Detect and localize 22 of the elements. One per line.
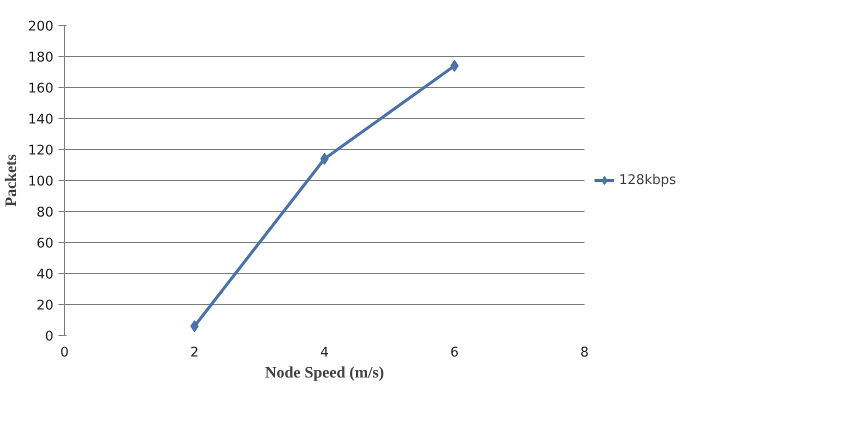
y-tick-label: 20 bbox=[36, 298, 54, 314]
point bbox=[190, 320, 199, 332]
point bbox=[450, 60, 459, 72]
y-tick-label: 160 bbox=[28, 82, 54, 96]
y-tick-label: 200 bbox=[28, 20, 54, 34]
x-tick-label: 0 bbox=[60, 346, 69, 360]
x-tick-label: 6 bbox=[450, 346, 459, 360]
y-tick-label: 0 bbox=[45, 330, 54, 344]
x-tick-label: 2 bbox=[190, 346, 199, 360]
legend-label: 128kbps bbox=[619, 172, 676, 188]
y-tick-label: 140 bbox=[28, 112, 54, 128]
x-tick-label: 4 bbox=[320, 346, 329, 360]
y-tick-label: 80 bbox=[36, 206, 54, 220]
y-tick-label: 60 bbox=[36, 236, 54, 252]
y-axis-title: Packets bbox=[3, 154, 20, 207]
y-tick-label: 180 bbox=[28, 50, 54, 66]
y-tick-label: 120 bbox=[28, 144, 54, 158]
y-tick-label: 40 bbox=[36, 268, 54, 282]
x-axis-title: Node Speed (m/s) bbox=[264, 364, 384, 382]
y-tick-label: 100 bbox=[28, 174, 54, 190]
x-tick-label: 8 bbox=[580, 346, 589, 360]
point bbox=[320, 152, 329, 165]
